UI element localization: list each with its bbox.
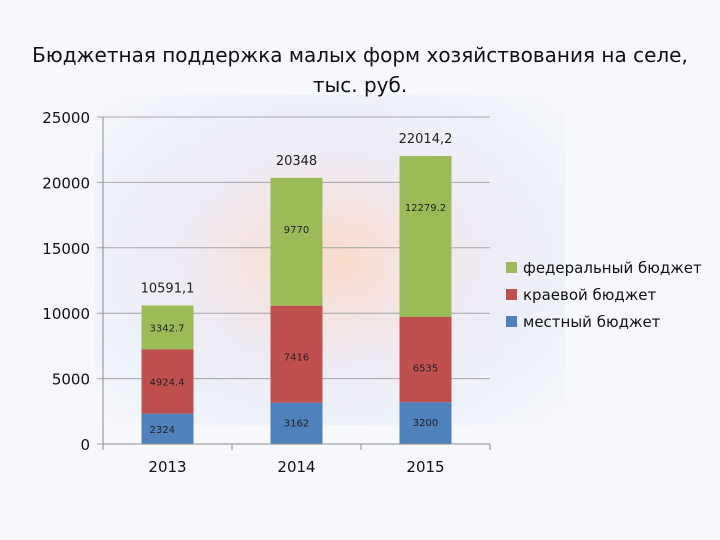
y-tick-label: 15000 (42, 240, 90, 258)
data-label: 4924.4 (150, 377, 185, 388)
data-label: 3342.7 (150, 323, 185, 334)
total-label: 22014,2 (399, 132, 453, 147)
total-label: 10591,1 (141, 281, 195, 296)
bar-segment-2013-2 (141, 305, 194, 350)
bar-segment-2015-0 (399, 402, 452, 444)
y-tick-label: 25000 (42, 109, 90, 127)
data-label: 2324 (150, 425, 175, 436)
y-tick-label: 5000 (52, 371, 90, 389)
bar-segment-2014-2 (270, 177, 323, 306)
legend-item: краевой бюджет (506, 281, 702, 308)
y-tick-label: 0 (80, 436, 90, 454)
x-tick-label: 2015 (406, 458, 444, 476)
chart-title-line-2: тыс. руб. (312, 73, 408, 97)
chart-title: Бюджетная поддержка малых форм хозяйство… (0, 40, 720, 100)
bar-segment-2015-2 (399, 156, 452, 317)
bar-segment-2014-0 (270, 402, 323, 444)
legend-item: федеральный бюджет (506, 254, 702, 281)
data-label: 3162 (284, 419, 309, 430)
data-label: 12279.2 (405, 203, 446, 214)
data-label: 7416 (284, 353, 309, 364)
y-tick-label: 20000 (42, 174, 90, 192)
x-tick-label: 2013 (148, 458, 186, 476)
legend-label: местный бюджет (523, 312, 661, 331)
legend-label: краевой бюджет (523, 285, 657, 304)
legend-swatch (506, 316, 517, 327)
chart-legend: федеральный бюджет краевой бюджет местный … (506, 254, 702, 335)
bar-segment-2015-1 (399, 316, 452, 403)
data-label: 6535 (413, 364, 438, 375)
bar-segment-2014-1 (270, 305, 323, 403)
chart-title-line-1: Бюджетная поддержка малых форм хозяйство… (32, 43, 688, 67)
legend-swatch (506, 289, 517, 300)
bar-segment-2013-0 (141, 413, 194, 444)
legend-label: федеральный бюджет (523, 258, 702, 277)
total-label: 20348 (276, 154, 317, 169)
y-tick-label: 10000 (42, 305, 90, 323)
data-label: 3200 (413, 418, 438, 429)
x-tick-label: 2014 (277, 458, 315, 476)
legend-item: местный бюджет (506, 308, 702, 335)
bar-segment-2013-1 (141, 349, 194, 414)
legend-swatch (506, 262, 517, 273)
data-label: 9770 (284, 225, 309, 236)
